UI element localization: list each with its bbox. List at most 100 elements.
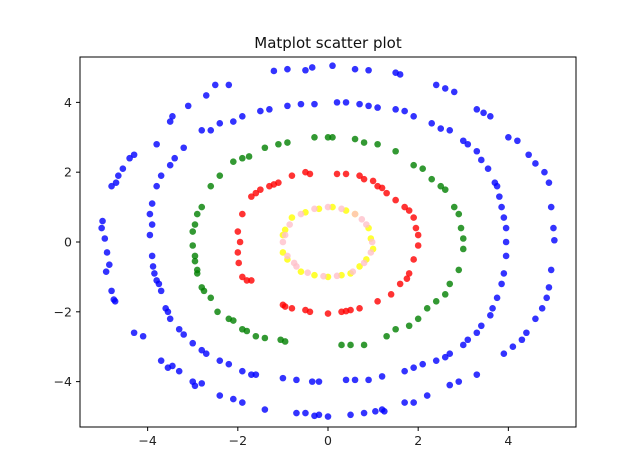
scatter-point xyxy=(333,170,341,178)
scatter-point xyxy=(342,376,350,384)
scatter-point xyxy=(392,147,399,155)
scatter-point xyxy=(457,224,465,232)
scatter-point xyxy=(369,177,377,185)
scatter-point xyxy=(297,210,305,218)
scatter-point xyxy=(446,381,454,389)
scatter-point xyxy=(518,336,526,344)
scatter-point xyxy=(500,270,508,277)
scatter-point xyxy=(270,67,278,75)
scatter-point xyxy=(446,127,454,134)
scatter-point xyxy=(423,392,431,399)
scatter-point xyxy=(374,298,381,305)
scatter-point xyxy=(532,315,539,323)
scatter-point xyxy=(381,407,388,415)
scatter-point xyxy=(169,362,176,370)
scatter-points xyxy=(98,62,558,420)
scatter-point xyxy=(342,307,350,315)
scatter-point xyxy=(306,308,314,316)
scatter-point xyxy=(392,106,399,113)
scatter-point xyxy=(148,252,156,260)
scatter-point xyxy=(428,175,436,183)
scatter-point xyxy=(538,305,546,312)
scatter-point xyxy=(491,179,499,186)
x-tick-label: −4 xyxy=(138,433,156,448)
scatter-point xyxy=(175,325,183,333)
scatter-point xyxy=(308,64,316,71)
scatter-point xyxy=(351,135,359,143)
scatter-point xyxy=(279,238,287,246)
scatter-point xyxy=(157,357,165,364)
scatter-point xyxy=(423,305,431,312)
scatter-point xyxy=(315,205,323,213)
scatter-point xyxy=(543,294,550,302)
plot-frame xyxy=(79,56,577,428)
scatter-point xyxy=(315,378,323,385)
scatter-point xyxy=(478,322,485,330)
scatter-point xyxy=(288,172,296,179)
scatter-point xyxy=(234,249,242,256)
scatter-point xyxy=(230,118,237,125)
scatter-point xyxy=(239,154,246,162)
scatter-point xyxy=(115,172,122,179)
scatter-point xyxy=(405,207,413,214)
scatter-point xyxy=(230,395,237,403)
scatter-point xyxy=(297,268,305,275)
scatter-point xyxy=(324,310,332,317)
scatter-point xyxy=(342,170,350,178)
scatter-point xyxy=(363,221,370,228)
scatter-point xyxy=(356,263,363,270)
scatter-point xyxy=(523,329,530,337)
scatter-point xyxy=(284,102,291,110)
scatter-point xyxy=(498,280,505,288)
scatter-point xyxy=(216,357,224,364)
scatter-point xyxy=(279,249,287,256)
scatter-point xyxy=(532,160,539,167)
scatter-point xyxy=(216,172,224,179)
scatter-point xyxy=(459,235,467,242)
scatter-point xyxy=(243,277,251,284)
scatter-point xyxy=(98,224,105,232)
scatter-point xyxy=(236,238,244,246)
scatter-point xyxy=(119,165,127,172)
scatter-point xyxy=(441,186,449,193)
scatter-point xyxy=(441,353,449,361)
scatter-point xyxy=(338,341,345,349)
scatter-point xyxy=(248,277,255,284)
scatter-point xyxy=(311,133,318,141)
scatter-point xyxy=(351,65,359,73)
scatter-point xyxy=(441,85,449,92)
scatter-point xyxy=(496,193,503,200)
scatter-point xyxy=(252,332,260,340)
scatter-point xyxy=(171,154,178,162)
scatter-point xyxy=(324,133,332,141)
scatter-point xyxy=(459,137,467,145)
scatter-point xyxy=(396,71,404,78)
scatter-point xyxy=(473,147,481,155)
scatter-point xyxy=(261,406,269,413)
y-axis: −4 −2 0 2 4 xyxy=(54,95,80,389)
scatter-point xyxy=(225,81,233,89)
scatter-point xyxy=(450,203,458,211)
scatter-point xyxy=(153,140,160,148)
x-axis: −4 −2 0 2 4 xyxy=(138,427,512,448)
scatter-point xyxy=(252,189,260,197)
scatter-point xyxy=(211,81,219,89)
scatter-point xyxy=(239,210,246,218)
scatter-point xyxy=(297,100,305,108)
scatter-point xyxy=(419,360,426,368)
scatter-point xyxy=(349,268,357,275)
scatter-point xyxy=(184,102,192,110)
x-tick-label: 4 xyxy=(504,433,512,448)
scatter-point xyxy=(191,382,199,390)
scatter-point xyxy=(191,257,199,265)
scatter-point xyxy=(153,182,160,190)
scatter-point xyxy=(304,269,312,277)
scatter-point xyxy=(216,392,224,399)
scatter-point xyxy=(166,118,174,125)
scatter-point xyxy=(450,88,458,96)
scatter-point xyxy=(505,133,512,141)
scatter-point xyxy=(284,65,291,73)
scatter-point xyxy=(368,238,376,246)
scatter-point xyxy=(193,270,201,277)
scatter-point xyxy=(257,186,264,193)
